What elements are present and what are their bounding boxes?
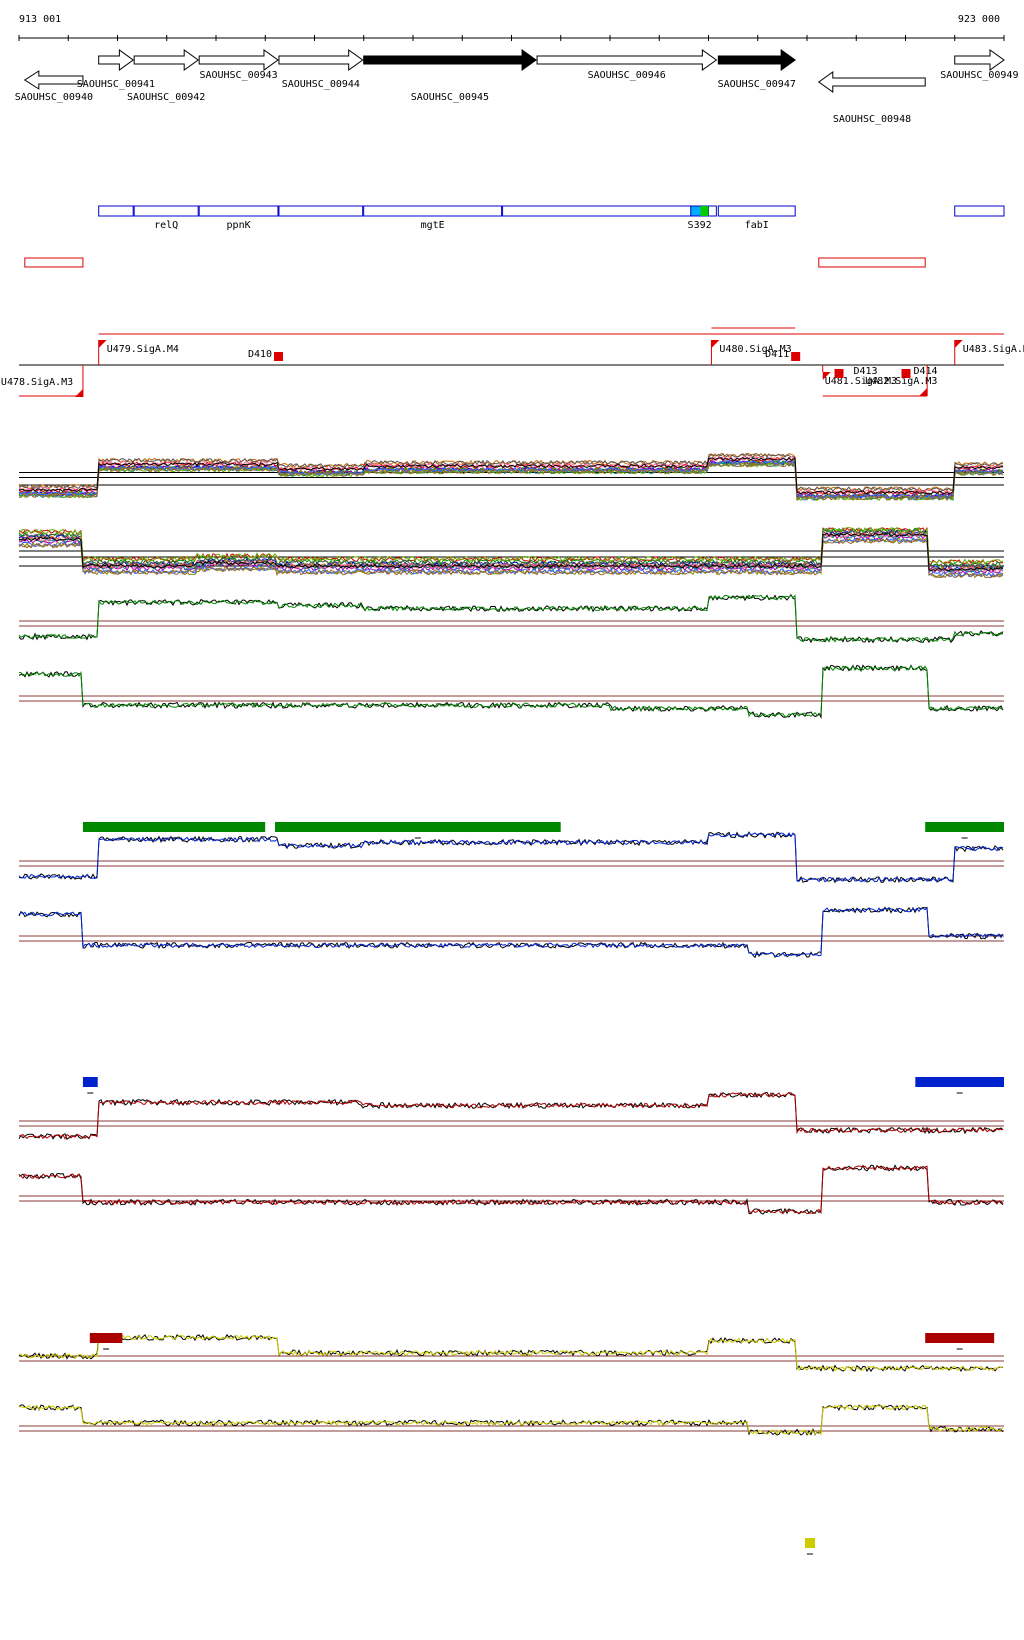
feature-label: U482.SigA.M3 [865, 376, 937, 387]
gene-label: SAOUHSC_00944 [282, 79, 360, 90]
panel-series-line [18, 831, 1004, 884]
panel-series-line [18, 1092, 1004, 1140]
feature-label: D413 [854, 366, 878, 377]
overlay-series-line [18, 453, 1004, 492]
panel-series-line [18, 664, 1004, 718]
axis-end-label: 923 000 [958, 14, 1000, 25]
feature-label: U481.SigA.M3 [825, 376, 897, 387]
overlay-series-line [18, 461, 1004, 502]
feature-label: D411 [765, 349, 789, 360]
annotation-box [502, 205, 717, 217]
overlay-series-line [18, 460, 1004, 500]
annotation-track: relQ ppnK mgtE S392 fabI [24, 205, 1005, 268]
gene-label: SAOUHSC_00942 [127, 92, 205, 103]
panel-series-line [18, 832, 1004, 883]
gene-label: SAOUHSC_00946 [588, 70, 666, 81]
feature-label: U479.SigA.M4 [107, 344, 179, 355]
gene-track: SAOUHSC_00940 SAOUHSC_00941 SAOUHSC_00942 S… [15, 49, 1019, 125]
segment-bar [82, 822, 266, 832]
panel-series-line [18, 1091, 1004, 1140]
annotation-box [278, 205, 364, 217]
axis-start-label: 913 001 [19, 14, 61, 25]
panel-series-line [18, 1334, 1003, 1372]
feature-flag [98, 340, 107, 348]
coordinate-axis: 913 001 923 000 [18, 14, 1005, 41]
annotation-label: S392 [688, 220, 712, 231]
panel-series-line [18, 664, 1004, 720]
gene-arrow [817, 71, 926, 93]
segment-bar [925, 822, 1004, 832]
annotation-label: relQ [154, 220, 178, 231]
overlay-series-line [18, 461, 1004, 501]
feature-label: D414 [913, 366, 937, 377]
gene-arrow [23, 70, 84, 90]
feature-box [901, 369, 911, 378]
panel-series-line [18, 594, 1004, 643]
gene-arrow [954, 49, 1005, 71]
expression-plots [18, 452, 1004, 1555]
gene-arrow [717, 49, 797, 71]
gene-label: SAOUHSC_00945 [411, 92, 489, 103]
feature-flag [711, 340, 720, 348]
gene-label: SAOUHSC_00949 [940, 70, 1018, 81]
panel-series-line [18, 1333, 1004, 1373]
segment-bar [915, 1077, 1004, 1087]
feature-flag [954, 340, 963, 348]
feature-box [834, 369, 844, 378]
segment-bar [805, 1538, 816, 1548]
feature-flag [74, 389, 83, 397]
gene-arrow [133, 49, 200, 71]
segment-bar [89, 1333, 123, 1343]
segment-bar [925, 1333, 995, 1343]
feature-box [791, 352, 801, 361]
feature-track: U479.SigA.M4 U478.SigA.M3 D410 U480.SigA.M3… [1, 327, 1024, 397]
panel-series-line [18, 1165, 1004, 1215]
panel-series-line [18, 906, 1004, 959]
feature-label: U480.SigA.M3 [719, 344, 791, 355]
feature-flag [822, 372, 831, 380]
gene-label: SAOUHSC_00941 [77, 79, 155, 90]
gene-label: SAOUHSC_00943 [199, 70, 277, 81]
gene-arrow [98, 49, 135, 71]
gene-arrow [536, 49, 718, 71]
gene-label: SAOUHSC_00940 [15, 92, 93, 103]
annotation-box [717, 205, 796, 217]
antisense-box [24, 257, 84, 268]
overlay-series-line [18, 538, 1004, 579]
gene-arrow [198, 49, 279, 71]
panel-series-line [18, 1404, 1004, 1436]
panel-series-line [18, 1404, 1004, 1436]
annotation-box [133, 205, 199, 217]
annotation-box [363, 205, 503, 217]
overlay-series-line [18, 532, 1004, 572]
annotation-label: mgtE [421, 220, 445, 231]
annotation-box [700, 206, 709, 216]
segment-bar [82, 1077, 98, 1087]
overlay-series-line [18, 526, 1004, 565]
overlay-series-line [18, 527, 1004, 568]
segment-bar [275, 822, 561, 832]
gene-arrow [278, 49, 364, 71]
feature-flag [919, 388, 928, 396]
panel-series-line [18, 1164, 1004, 1215]
feature-label: U483.SigA.M3 [963, 344, 1024, 355]
panel-series-line [18, 907, 1004, 958]
gene-label: SAOUHSC_00948 [833, 114, 911, 125]
feature-label: U478.SigA.M3 [1, 377, 73, 388]
annotation-box [954, 205, 1005, 217]
annotation-box [198, 205, 279, 217]
feature-label: D410 [248, 349, 272, 360]
antisense-box [818, 257, 926, 268]
overlay-series-line [18, 456, 1004, 495]
gene-arrow [363, 49, 537, 71]
annotation-label: fabI [745, 220, 769, 231]
annotation-box [98, 205, 134, 217]
annotation-label: ppnK [227, 220, 251, 231]
gene-label: SAOUHSC_00947 [718, 79, 796, 90]
feature-box [273, 352, 283, 361]
